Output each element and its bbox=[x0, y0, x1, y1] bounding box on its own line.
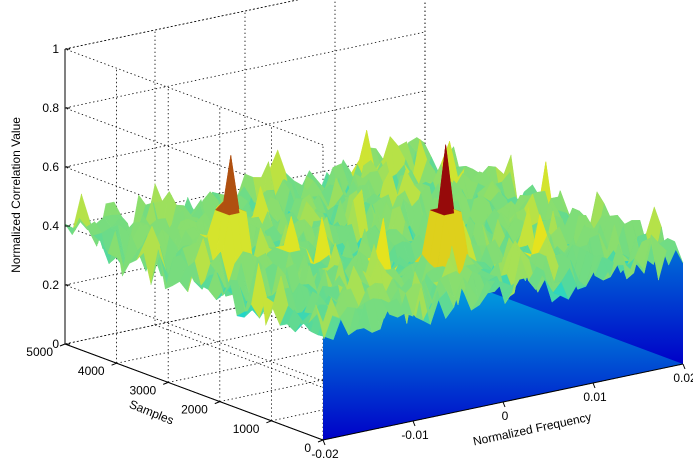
surface bbox=[64, 129, 684, 440]
tick-labels: -0.02 -0.01 0 0.01 0.02 0 1000 2000 3000 4000 5000… bbox=[26, 42, 693, 461]
x-tick-mark bbox=[502, 401, 506, 408]
z-tick-label: 1 bbox=[52, 42, 59, 56]
y-axis-label: Samples bbox=[127, 397, 176, 427]
x-tick-label: 0.01 bbox=[583, 390, 607, 404]
y-tick-mark bbox=[214, 401, 220, 405]
x-axis-label: Normalized Frequency bbox=[472, 410, 593, 449]
z-tick-label: 0.8 bbox=[42, 101, 59, 115]
x-tick-mark bbox=[682, 363, 686, 370]
grid-line bbox=[168, 306, 529, 383]
surface-patch bbox=[222, 155, 239, 216]
grid-line bbox=[116, 286, 477, 364]
x-tick-mark bbox=[322, 439, 326, 446]
z-tick-label: 0 bbox=[52, 337, 59, 351]
y-tick-label: 3000 bbox=[129, 383, 156, 397]
y-tick-mark bbox=[111, 362, 117, 366]
y-tick-label: 1000 bbox=[233, 422, 260, 436]
y-tick-label: 4000 bbox=[78, 364, 105, 378]
x-tick-label: -0.01 bbox=[401, 428, 429, 442]
y-tick-mark bbox=[59, 343, 66, 347]
z-axis-label: Normalized Correlation Value bbox=[9, 117, 23, 273]
y-tick-mark bbox=[163, 381, 169, 385]
x-tick-label: -0.02 bbox=[311, 447, 339, 461]
y-axis-line bbox=[64, 343, 324, 441]
x-tick-label: 0.02 bbox=[673, 371, 693, 385]
x-tick-label: 0 bbox=[502, 409, 509, 423]
z-tick-label: 0.6 bbox=[42, 160, 59, 174]
y-tick-mark bbox=[317, 439, 324, 443]
y-tick-label: 5000 bbox=[26, 345, 53, 359]
x-tick-mark bbox=[412, 420, 416, 427]
z-tick-label: 0.4 bbox=[42, 219, 59, 233]
axes bbox=[59, 48, 686, 446]
grid-line bbox=[63, 90, 426, 264]
grid-line bbox=[63, 31, 426, 205]
x-tick-mark bbox=[592, 382, 596, 389]
y-tick-label: 2000 bbox=[181, 403, 208, 417]
grid-line bbox=[63, 149, 426, 323]
surface-patch bbox=[667, 237, 684, 264]
y-tick-mark bbox=[266, 420, 272, 424]
grid-line bbox=[219, 325, 580, 402]
grid-line bbox=[64, 0, 300, 50]
y-tick-label: 0 bbox=[304, 441, 311, 455]
z-tick-label: 0.2 bbox=[42, 278, 59, 292]
